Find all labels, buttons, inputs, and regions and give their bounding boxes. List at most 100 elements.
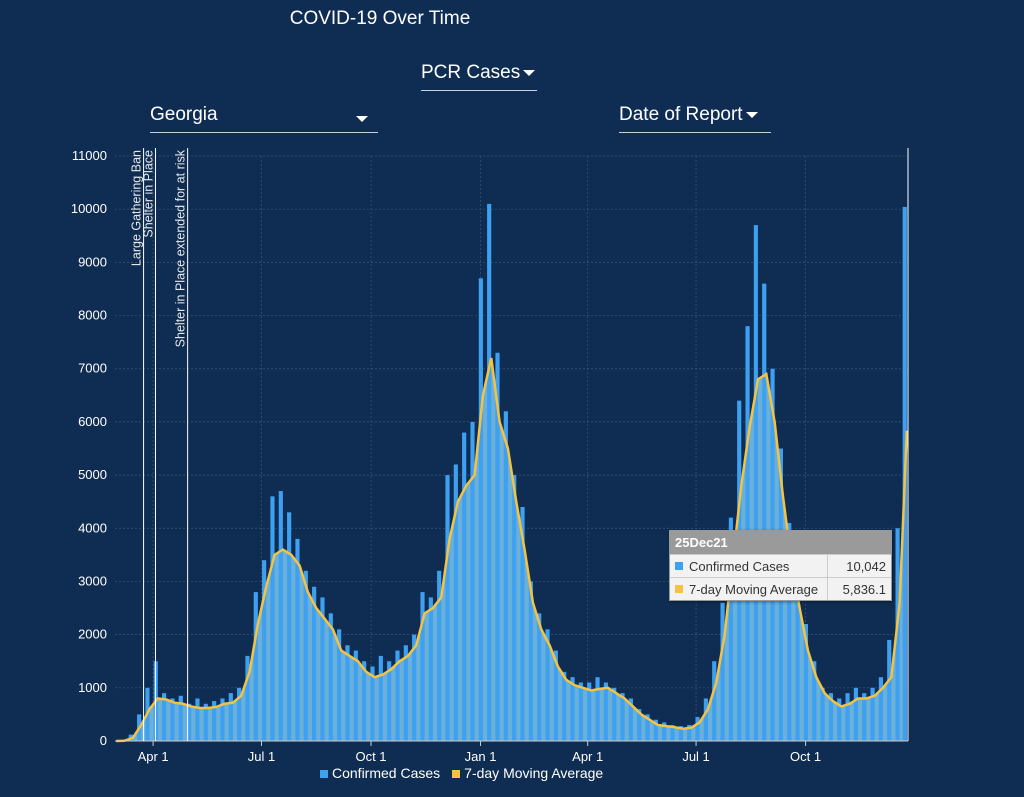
x-tick-label: Apr 1 xyxy=(138,749,169,764)
confirmed-bar xyxy=(345,645,350,741)
confirmed-bar xyxy=(412,634,417,741)
confirmed-bar xyxy=(295,538,300,741)
confirmed-bar xyxy=(420,592,425,741)
confirmed-bar xyxy=(337,629,342,741)
confirmed-bar xyxy=(387,661,392,741)
confirmed-bar xyxy=(662,722,667,741)
y-tick-label: 11000 xyxy=(72,148,107,163)
y-tick-label: 7000 xyxy=(78,361,107,376)
x-tick-label: Jul 1 xyxy=(248,749,275,764)
confirmed-bar xyxy=(562,671,567,741)
confirmed-bar xyxy=(902,206,907,741)
confirmed-bar xyxy=(470,421,475,741)
confirmed-bar xyxy=(270,496,275,741)
y-tick-label: 5000 xyxy=(78,467,107,482)
confirmed-bar xyxy=(328,613,333,741)
confirmed-bar xyxy=(445,475,450,741)
confirmed-bar xyxy=(370,666,375,741)
legend-item-average[interactable]: 7-day Moving Average xyxy=(452,765,603,781)
confirmed-bar xyxy=(753,225,758,742)
legend-label: Confirmed Cases xyxy=(332,765,441,781)
region-dropdown-value: Georgia xyxy=(150,104,218,125)
confirmed-bar xyxy=(670,725,675,741)
confirmed-bar xyxy=(587,682,592,741)
confirmed-bar xyxy=(637,709,642,741)
confirmed-swatch-icon xyxy=(675,562,683,570)
confirmed-bar xyxy=(803,624,808,741)
confirmed-bar xyxy=(253,592,258,741)
confirmed-bar xyxy=(153,661,158,741)
confirmed-bar xyxy=(212,701,217,741)
tooltip-date: 25Dec21 xyxy=(670,531,891,554)
page-title: COVID-19 Over Time xyxy=(289,8,471,29)
confirmed-bar xyxy=(828,693,833,741)
confirmed-bar xyxy=(228,693,233,741)
tooltip-row: 7-day Moving Average 5,836.1 xyxy=(670,577,891,600)
tooltip-label: Confirmed Cases xyxy=(689,558,790,574)
y-tick-label: 3000 xyxy=(78,573,107,588)
y-tick-label: 6000 xyxy=(78,414,107,429)
metric-dropdown-value: PCR Cases xyxy=(421,62,521,83)
average-swatch-icon xyxy=(675,585,683,593)
confirmed-bar xyxy=(703,698,708,741)
y-tick-label: 4000 xyxy=(78,520,107,535)
tooltip: 25Dec21 Confirmed Cases 10,042 7-day Movi… xyxy=(669,530,892,601)
confirmed-bar xyxy=(120,740,125,741)
confirmed-bar xyxy=(162,693,167,741)
confirmed-bar xyxy=(795,581,800,741)
confirmed-bar xyxy=(495,352,500,741)
region-dropdown[interactable]: Georgia xyxy=(150,104,378,133)
confirmed-bar xyxy=(720,602,725,741)
confirmed-bar xyxy=(512,475,517,741)
confirmed-bar xyxy=(712,661,717,741)
confirmed-bar xyxy=(195,698,200,741)
confirmed-bar xyxy=(278,491,283,741)
x-tick-label: Apr 1 xyxy=(572,749,603,764)
y-tick-label: 1000 xyxy=(78,680,107,695)
confirmed-bar xyxy=(187,703,192,741)
confirmed-swatch-icon xyxy=(320,770,328,778)
confirmed-bar xyxy=(612,687,617,741)
confirmed-bar xyxy=(820,687,825,741)
confirmed-bar xyxy=(537,613,542,741)
confirmed-bar xyxy=(395,650,400,741)
confirmed-bar xyxy=(687,725,692,741)
y-tick-label: 8000 xyxy=(78,308,107,323)
confirmed-bar xyxy=(178,695,183,741)
confirmed-bar xyxy=(137,714,142,741)
confirmed-bar xyxy=(403,645,408,741)
confirmed-bar xyxy=(220,698,225,741)
confirmed-bar xyxy=(553,650,558,741)
confirmed-bar xyxy=(878,677,883,741)
confirmed-bar xyxy=(287,512,292,741)
x-tick-label: Oct 1 xyxy=(790,749,821,764)
confirmed-bar xyxy=(603,682,608,741)
y-tick-label: 0 xyxy=(100,733,107,748)
confirmed-bar xyxy=(595,677,600,741)
caret-down-icon xyxy=(356,116,368,122)
confirmed-bar xyxy=(578,682,583,741)
confirmed-bar xyxy=(870,687,875,741)
confirmed-bar xyxy=(262,560,267,741)
confirmed-bar xyxy=(620,693,625,741)
average-swatch-icon xyxy=(452,770,461,778)
confirmed-bar xyxy=(312,586,317,741)
x-tick-label: Oct 1 xyxy=(355,749,386,764)
confirmed-bar xyxy=(437,570,442,741)
confirmed-bar xyxy=(695,717,700,741)
legend: Confirmed Cases 7-day Moving Average xyxy=(320,765,603,781)
confirmed-bar xyxy=(503,411,508,741)
metric-dropdown[interactable]: PCR Cases xyxy=(421,62,537,91)
y-tick-label: 10000 xyxy=(71,201,107,216)
confirmed-bar xyxy=(478,278,483,741)
date-type-dropdown[interactable]: Date of Report xyxy=(619,104,771,133)
confirmed-bar xyxy=(203,703,208,741)
confirmed-bar xyxy=(145,687,150,741)
annotation-label: Shelter in Place extended for at risk xyxy=(174,149,188,347)
legend-item-confirmed[interactable]: Confirmed Cases xyxy=(320,765,440,781)
confirmed-bar xyxy=(378,655,383,741)
confirmed-bar xyxy=(545,629,550,741)
x-tick-label: Jul 1 xyxy=(682,749,709,764)
confirmed-bar xyxy=(320,597,325,741)
confirmed-bar xyxy=(128,734,133,741)
